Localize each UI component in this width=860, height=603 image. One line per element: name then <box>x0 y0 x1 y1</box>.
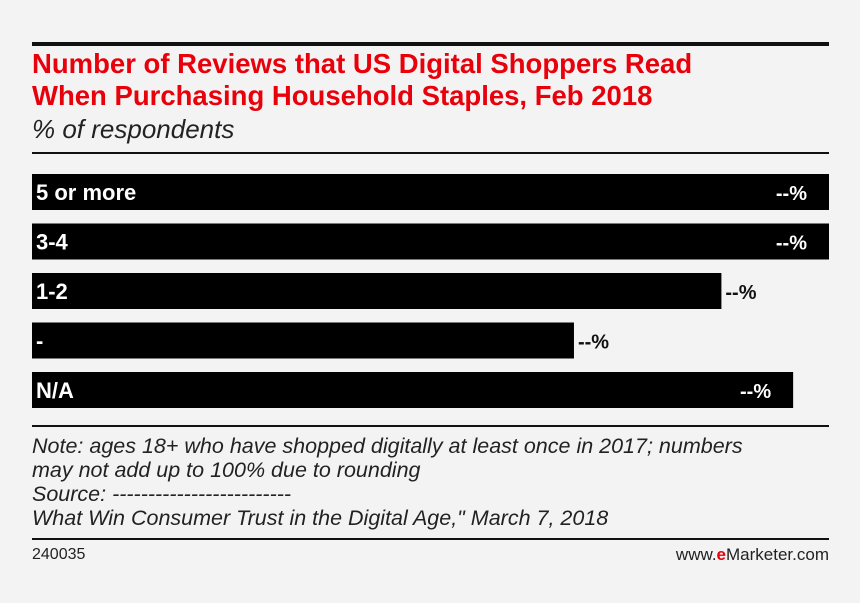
chart-title-line-2: When Purchasing Household Staples, Feb 2… <box>32 80 653 111</box>
category-label-3: - <box>36 329 43 354</box>
category-label-4: N/A <box>36 378 74 403</box>
note-line-1: Note: ages 18+ who have shopped digitall… <box>32 434 743 458</box>
bar-3 <box>32 322 574 359</box>
footer-rule <box>32 538 829 540</box>
brand-link[interactable]: www.eMarketer.com <box>676 545 829 565</box>
brand-strong: e <box>716 545 727 564</box>
brand-rest: Marketer.com <box>726 545 829 564</box>
category-label-2: 1-2 <box>36 279 68 304</box>
bar-4 <box>32 372 794 408</box>
value-label-1: --% <box>776 233 807 255</box>
value-label-2: --% <box>725 282 756 304</box>
bar-2 <box>32 273 722 309</box>
category-label-1: 3-4 <box>36 230 69 255</box>
brand-prefix: www. <box>675 545 717 564</box>
source-line: Source: ------------------------- <box>32 482 292 506</box>
bar-0 <box>32 174 829 210</box>
chart-subtitle: % of respondents <box>32 114 235 144</box>
chart-id: 240035 <box>32 546 86 563</box>
report-line: What Win Consumer Trust in the Digital A… <box>32 506 609 530</box>
top-rule <box>32 42 829 46</box>
category-label-0: 5 or more <box>36 180 136 205</box>
subtitle-rule <box>32 152 829 154</box>
chart-title-line-1: Number of Reviews that US Digital Shoppe… <box>32 48 693 79</box>
chart-title: Number of Reviews that US Digital Shoppe… <box>32 48 832 112</box>
value-label-0: --% <box>776 183 807 205</box>
notes-block: Note: ages 18+ who have shopped digitall… <box>32 434 832 530</box>
value-label-4: --% <box>740 381 771 403</box>
value-label-3: --% <box>578 332 609 354</box>
bar-1 <box>32 223 829 260</box>
notes-rule <box>32 425 829 427</box>
note-line-2: may not add up to 100% due to rounding <box>32 458 421 482</box>
